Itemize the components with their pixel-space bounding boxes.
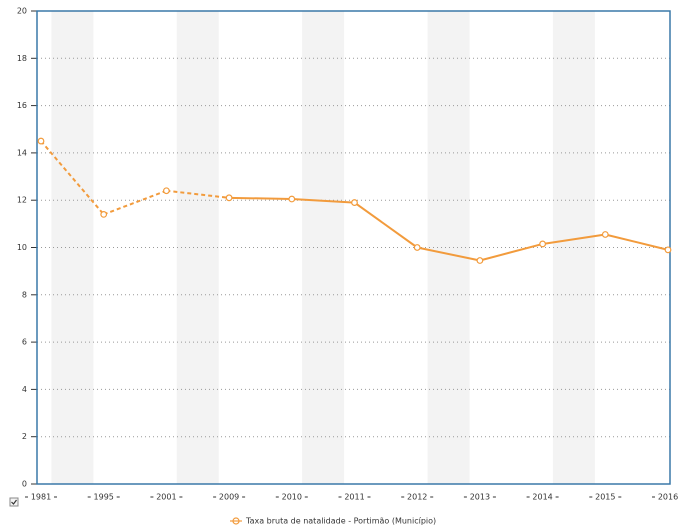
y-tick-label: 14 — [17, 148, 27, 157]
x-tick-label: 1981 — [31, 493, 51, 502]
point — [351, 199, 358, 206]
point — [162, 187, 170, 195]
x-tick-label: 2013 — [470, 493, 490, 502]
band — [51, 11, 94, 484]
y-tick-label: 20 — [17, 7, 27, 16]
x-tick-label: 2011 — [344, 493, 364, 502]
point — [100, 210, 108, 218]
x-tick-label: 2012 — [407, 493, 427, 502]
point — [476, 257, 484, 264]
y-tick-label: 10 — [17, 243, 27, 252]
line-segment — [416, 246, 481, 262]
x-tick-label: 2001 — [156, 493, 176, 502]
point — [413, 244, 421, 251]
point — [664, 246, 672, 254]
y-tick-label: 0 — [22, 480, 27, 489]
line-segment — [353, 201, 418, 249]
point — [225, 194, 233, 202]
y-tick-label: 6 — [22, 338, 27, 347]
y-tick-label: 16 — [17, 101, 27, 110]
x-tick-label: 2014 — [532, 493, 552, 502]
legend-label: Taxa bruta de natalidade - Portimão (Mun… — [245, 517, 436, 526]
checkbox[interactable] — [9, 497, 19, 507]
line-segment — [229, 196, 292, 201]
point — [37, 137, 45, 145]
y-tick-label: 12 — [17, 196, 27, 205]
marks — [37, 137, 672, 264]
point — [288, 195, 296, 203]
line-segment — [291, 198, 355, 204]
x-tick-label: 2015 — [595, 493, 615, 502]
y-tick-label: 2 — [22, 432, 27, 441]
y-tick-label: 4 — [22, 385, 27, 394]
line-segment — [542, 233, 606, 245]
x-tick-label: 2016 — [658, 493, 678, 502]
x-tick-label: 2009 — [219, 493, 239, 502]
point — [601, 231, 609, 238]
x-tick-label: 1995 — [94, 493, 114, 502]
line-segment — [103, 189, 167, 216]
line-segment — [605, 233, 669, 251]
line-segment — [166, 189, 230, 199]
checkmark — [11, 499, 17, 505]
point — [539, 240, 546, 248]
line-segment — [479, 242, 543, 262]
y-tick-label: 18 — [17, 54, 27, 63]
y-tick-label: 8 — [22, 290, 27, 299]
band — [427, 11, 470, 484]
x-tick-label: 2010 — [282, 493, 302, 502]
line-segment — [40, 140, 105, 216]
